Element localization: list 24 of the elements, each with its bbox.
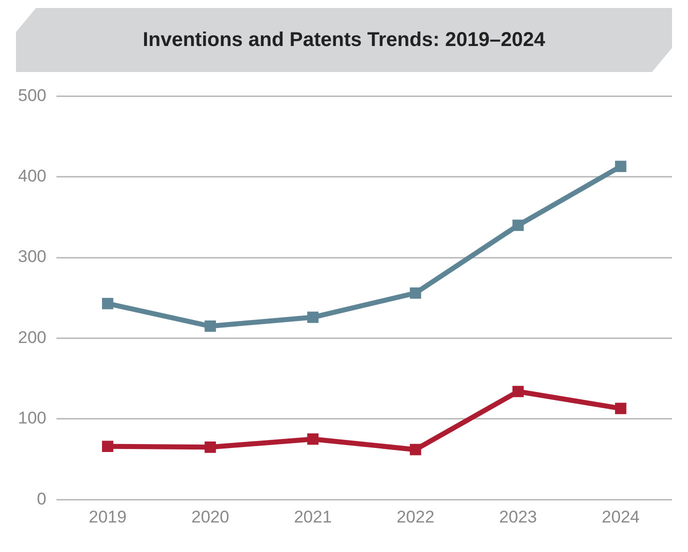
x-tick-label: 2020 [191, 507, 230, 526]
point [512, 220, 524, 231]
point [102, 298, 114, 310]
y-tick-label: 500 [18, 86, 46, 105]
y-tick-label: 400 [18, 166, 46, 186]
point [615, 160, 626, 172]
point [102, 440, 114, 452]
point [615, 402, 626, 414]
point [204, 442, 216, 453]
x-tick-label: 2019 [88, 507, 127, 526]
y-tick-label: 200 [18, 328, 46, 347]
x-tick-label: 2021 [294, 507, 332, 526]
x-tick-label: 2024 [602, 507, 640, 526]
y-tick-label: 0 [36, 489, 46, 508]
x-tick-label: 2023 [499, 507, 538, 526]
x-tick-label: 2022 [396, 507, 434, 526]
point [512, 386, 524, 398]
point [307, 433, 319, 445]
point [410, 444, 422, 456]
point [410, 287, 422, 299]
y-tick-label: 300 [18, 247, 46, 266]
y-tick-label: 100 [18, 408, 46, 428]
point [204, 320, 216, 332]
point [307, 312, 319, 323]
